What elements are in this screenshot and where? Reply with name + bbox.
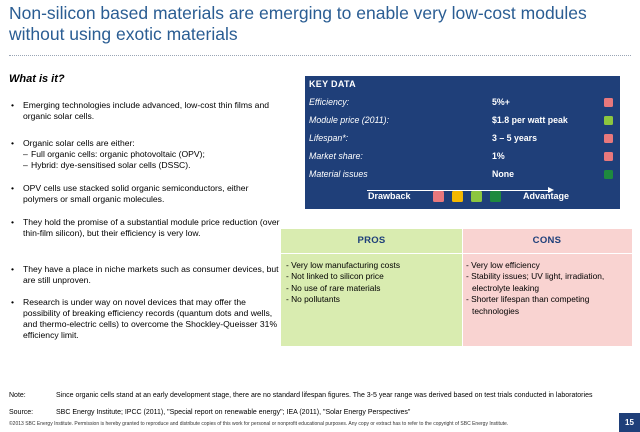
sub-bullet-text: Hybrid: dye-sensitised solar cells (DSSC… [31,160,191,170]
bullet-text: Emerging technologies include advanced, … [23,100,270,121]
note-label: Note: [9,392,26,399]
pros-list: - Very low manufacturing costs - Not lin… [286,260,458,306]
pros-item: - Very low manufacturing costs [286,260,401,270]
source-text: SBC Energy Institute; IPCC (2011), "Spec… [56,409,411,416]
key-data-header: KEY DATA [305,76,620,93]
legend-swatch [490,191,501,202]
bullet-icon: • [11,100,15,110]
bullet-item: • Emerging technologies include advanced… [9,100,281,122]
cons-panel: CONS - Very low efficiency - Stability i… [462,229,632,346]
key-data-value: 5%+ [492,97,510,107]
key-data-row-module-price: Module price (2011): $1.8 per watt peak [305,112,620,129]
key-data-row-efficiency: Efficiency: 5%+ [305,94,620,111]
pros-cons-divider [462,229,463,346]
key-data-label: Material issues [309,169,368,179]
bullet-item: • OPV cells use stacked solid organic se… [9,183,281,205]
bullet-text: They have a place in niche markets such … [23,264,279,285]
sub-bullet-item: – Full organic cells: organic photovoltai… [23,149,281,160]
rating-swatch [604,116,613,125]
bullet-item: • They have a place in niche markets suc… [9,264,281,286]
bullet-text: Research is under way on novel devices t… [23,297,278,340]
legend-advantage-label: Advantage [523,191,570,201]
legend-drawback-label: Drawback [368,191,411,201]
bullet-text: OPV cells use stacked solid organic semi… [23,183,249,204]
bullet-item: • They hold the promise of a substantial… [9,217,281,239]
page-number: 15 [619,413,640,432]
pros-item: - No pollutants [286,294,340,305]
bullet-icon: • [11,264,15,274]
pros-divider [281,253,462,254]
key-data-value: 1% [492,151,505,161]
bullet-icon: • [11,183,15,193]
dash-icon: – [23,160,28,170]
key-data-label: Market share: [309,151,363,161]
cons-divider [462,253,632,254]
source-line: Source: SBC Energy Institute; IPCC (2011… [9,409,609,418]
pros-item: - Not linked to silicon price [286,271,384,282]
key-data-panel: KEY DATA Efficiency: 5%+ Module price (2… [305,76,620,209]
cons-heading: CONS [532,235,562,246]
key-data-row-material-issues: Material issues None [305,166,620,183]
bullet-icon: • [11,138,15,148]
rating-swatch [604,98,613,107]
legend-arrow-line [367,190,551,191]
bullet-item: • Organic solar cells are either: – Full … [9,138,281,171]
bullet-item: • Research is under way on novel devices… [9,297,281,341]
cons-item: - Shorter lifespan than competing techno… [466,294,590,316]
sub-bullet-item: – Hybrid: dye-sensitised solar cells (DSS… [23,160,281,171]
title-divider [9,55,631,56]
sub-bullet-text: Full organic cells: organic photovoltaic… [31,149,205,159]
bullet-text: Organic solar cells are either: [23,138,135,148]
cons-item: - Stability issues; UV light, irradiatio… [466,271,605,293]
pros-heading: PROS [357,235,386,246]
key-data-label: Efficiency: [309,97,350,107]
key-data-row-lifespan: Lifespan*: 3 – 5 years [305,130,620,147]
bullet-icon: • [11,217,15,227]
dash-icon: – [23,149,28,159]
bullet-text: They hold the promise of a substantial m… [23,217,280,238]
cons-list: - Very low efficiency - Stability issues… [466,260,630,317]
pros-panel: PROS - Very low manufacturing costs - No… [281,229,462,346]
legend-swatch [433,191,444,202]
pros-item: - No use of rare materials [286,282,381,293]
source-label: Source: [9,409,34,416]
rating-swatch [604,170,613,179]
rating-swatch [604,152,613,161]
note-text: Since organic cells stand at an early de… [56,392,593,399]
what-is-it-heading: What is it? [9,73,65,85]
key-data-value: 3 – 5 years [492,133,538,143]
arrow-right-icon [548,187,554,193]
legend-swatch [471,191,482,202]
copyright-text: ©2013 SBC Energy Institute. Permission i… [9,421,509,427]
key-data-value: $1.8 per watt peak [492,115,568,125]
slide-title: Non-silicon based materials are emerging… [9,3,587,44]
key-data-value: None [492,169,514,179]
rating-legend: Drawback Advantage [305,187,620,205]
key-data-label: Lifespan*: [309,133,349,143]
rating-swatch [604,134,613,143]
key-data-row-market-share: Market share: 1% [305,148,620,165]
cons-item: - Very low efficiency [466,260,540,270]
bullet-icon: • [11,297,15,307]
note-line: Note: Since organic cells stand at an ea… [9,392,609,410]
legend-swatch [452,191,463,202]
key-data-label: Module price (2011): [309,115,390,125]
